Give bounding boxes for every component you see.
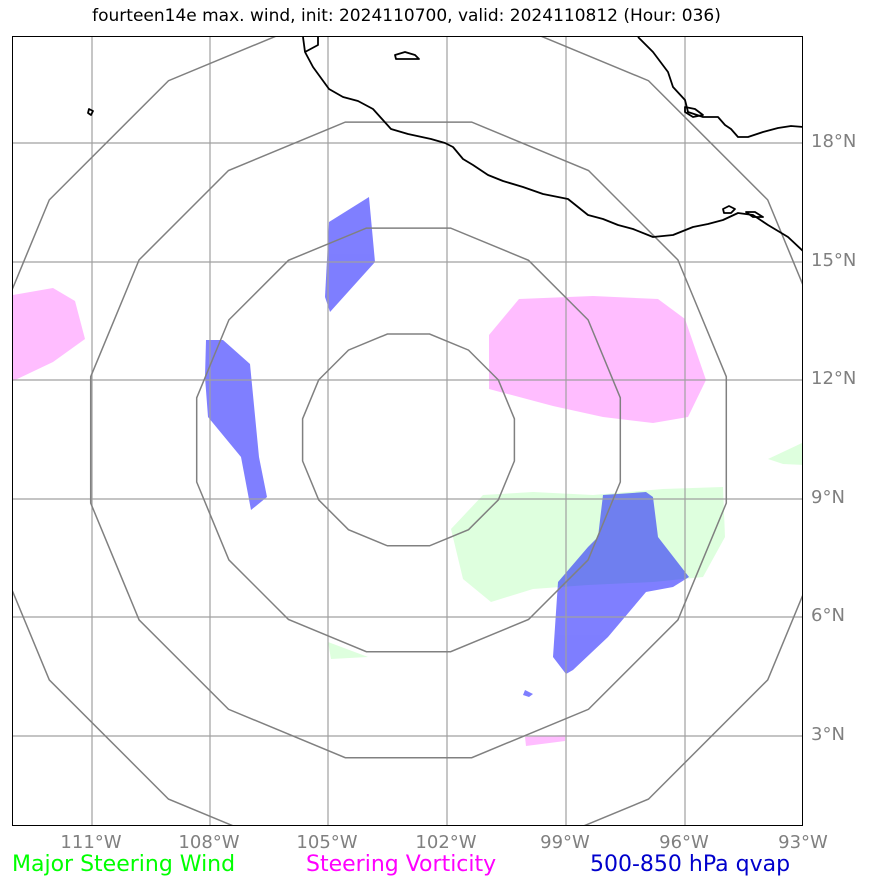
- qvap-area: [205, 340, 267, 510]
- legend-steering-vorticity: Steering Vorticity: [306, 852, 497, 877]
- lon-label-102w: 102°W: [415, 832, 477, 853]
- range-ring: [195, 227, 622, 653]
- lat-label-18n: 18°N: [811, 131, 857, 152]
- lon-label-111w: 111°W: [60, 832, 122, 853]
- island: [684, 106, 704, 118]
- lon-label-93w: 93°W: [778, 832, 828, 853]
- range-ring: [13, 37, 802, 825]
- lon-label-108w: 108°W: [178, 832, 240, 853]
- coastline-mexico: [302, 37, 802, 252]
- qvap-area: [523, 690, 533, 697]
- map-canvas: [13, 37, 802, 825]
- steering-vorticity-area: [489, 296, 706, 423]
- island: [87, 108, 94, 116]
- graticule: [13, 37, 802, 825]
- lat-label-6n: 6°N: [811, 605, 845, 626]
- coastline: [87, 37, 802, 252]
- steering-vorticity-layer: [13, 288, 706, 746]
- legend-qvap: 500-850 hPa qvap: [590, 852, 791, 877]
- map-panel[interactable]: [12, 36, 803, 826]
- steering-vorticity-area: [525, 735, 565, 746]
- range-ring: [301, 333, 516, 547]
- legend-steering-wind: Major Steering Wind: [12, 852, 236, 877]
- range-ring: [89, 121, 728, 759]
- lon-label-99w: 99°W: [540, 832, 590, 853]
- island: [745, 211, 764, 218]
- island: [722, 205, 736, 214]
- steering-wind-area: [328, 642, 368, 659]
- island: [394, 51, 420, 60]
- qvap-area: [553, 492, 689, 674]
- coastline-mexico: [637, 37, 802, 138]
- range-rings: [13, 37, 802, 825]
- lon-label-96w: 96°W: [659, 832, 709, 853]
- lat-label-3n: 3°N: [811, 724, 845, 745]
- qvap-layer: [205, 197, 689, 697]
- lat-label-12n: 12°N: [811, 368, 857, 389]
- qvap-area: [325, 197, 375, 312]
- lat-label-15n: 15°N: [811, 250, 857, 271]
- steering-vorticity-area: [13, 288, 85, 381]
- lon-label-105w: 105°W: [296, 832, 358, 853]
- map-title: fourteen14e max. wind, init: 2024110700,…: [92, 6, 721, 26]
- steering-wind-area: [768, 442, 802, 465]
- lat-label-9n: 9°N: [811, 487, 845, 508]
